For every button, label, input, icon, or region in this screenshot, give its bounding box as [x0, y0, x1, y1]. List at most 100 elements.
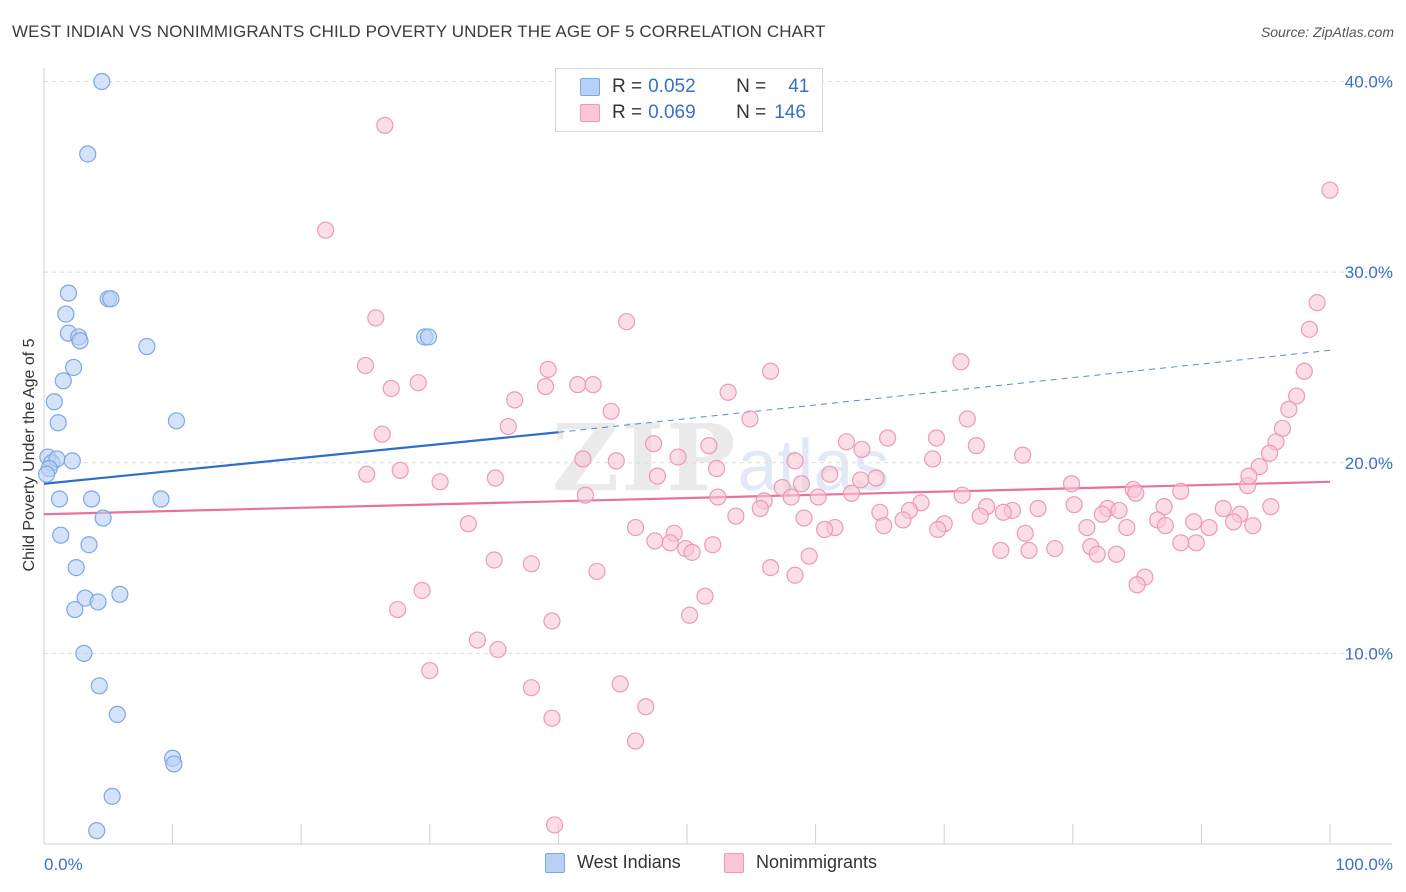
west-indians-point: [57, 305, 75, 323]
nonimmigrants-point: [486, 469, 504, 487]
nonimmigrants-point: [994, 503, 1012, 521]
y-tick-label: 30.0%: [1345, 263, 1393, 282]
r-value: 0.052: [648, 76, 696, 97]
nonimmigrants-point: [929, 520, 947, 539]
nonimmigrants-point: [1020, 541, 1038, 560]
nonimmigrants-point: [741, 410, 759, 428]
nonimmigrants-point: [1244, 517, 1262, 535]
legend-row-west-indians: R = 0.052 N = 41: [580, 75, 809, 99]
nonimmigrants-point: [1110, 501, 1128, 520]
data-points: [37, 72, 1339, 840]
west-indians-point: [89, 593, 107, 611]
nonimmigrants-point: [543, 709, 561, 727]
west-indians-point: [59, 284, 78, 302]
nonimmigrants-point: [809, 488, 827, 506]
nonimmigrants-point: [626, 732, 645, 750]
west-indians-point: [93, 72, 111, 91]
nonimmigrants-point: [485, 551, 503, 569]
west-indians-swatch: [580, 78, 600, 96]
nonimmigrants-point: [382, 379, 400, 398]
nonimmigrants-point: [1240, 467, 1258, 485]
nonimmigrants-point: [373, 425, 391, 443]
legend-label: Nonimmigrants: [756, 852, 878, 872]
west-indians-point: [152, 490, 170, 508]
nonimmigrants-point: [992, 541, 1010, 560]
nonimmigrants-point: [588, 562, 606, 581]
nonimmigrants-point: [782, 488, 800, 506]
nonimmigrants-point: [637, 698, 655, 716]
nonimmigrants-point: [626, 518, 645, 537]
west-indians-point: [71, 332, 89, 350]
west-indians-point: [66, 600, 84, 619]
nonimmigrants-point: [853, 440, 871, 459]
nonimmigrants-point: [1128, 576, 1146, 594]
west-indians-point: [50, 490, 69, 508]
legend-item-west-indians[interactable]: West Indians: [545, 852, 681, 873]
nonimmigrants-point: [821, 465, 839, 483]
nonimmigrants-point: [644, 435, 663, 453]
legend-label: West Indians: [577, 852, 681, 872]
nonimmigrants-point: [661, 534, 679, 552]
nonimmigrants-trend-line: [43, 480, 1331, 516]
west-indians-point: [64, 358, 83, 377]
west-indians-point: [37, 465, 56, 483]
nonimmigrants-point: [569, 376, 587, 394]
west-indians-point: [52, 526, 70, 544]
nonimmigrants-point: [1185, 513, 1203, 531]
nonimmigrants-point: [1093, 505, 1111, 523]
nonimmigrants-point: [506, 391, 524, 409]
nonimmigrants-point: [727, 507, 745, 525]
legend-row-nonimmigrants: R = 0.069 N = 146: [580, 101, 806, 125]
nonimmigrants-point: [1156, 517, 1174, 535]
nonimmigrants-point: [786, 452, 804, 470]
nonimmigrants-swatch: [724, 852, 744, 873]
nonimmigrants-point: [1062, 475, 1081, 493]
nonimmigrants-point: [707, 459, 726, 478]
nonimmigrants-point: [1214, 499, 1232, 518]
nonimmigrants-point: [867, 469, 885, 487]
nonimmigrants-point: [719, 383, 737, 401]
nonimmigrants-point: [1300, 320, 1319, 338]
r-value: 0.069: [648, 102, 696, 123]
n-label: N =: [736, 102, 767, 123]
nonimmigrants-point: [489, 640, 507, 659]
series-legend: West Indians Nonimmigrants: [0, 852, 1406, 878]
nonimmigrants-point: [648, 467, 667, 485]
tick-labels: 10.0% 20.0% 30.0% 40.0% 0.0% 100.0%: [44, 73, 1393, 874]
nonimmigrants-point: [1280, 400, 1298, 418]
nonimmigrants-point: [953, 486, 971, 504]
legend-item-nonimmigrants[interactable]: Nonimmigrants: [724, 852, 877, 873]
nonimmigrants-point: [431, 473, 449, 491]
nonimmigrants-point: [792, 475, 811, 493]
nonimmigrants-point: [879, 429, 897, 447]
nonimmigrants-point: [1127, 484, 1145, 502]
west-indians-point: [103, 787, 121, 805]
west-indians-point: [167, 412, 186, 430]
stats-legend: R = 0.052 N = 41 R = 0.069 N = 146: [555, 68, 823, 132]
nonimmigrants-point: [894, 511, 912, 529]
west-indians-point: [80, 536, 98, 554]
nonimmigrants-point: [499, 417, 517, 436]
nonimmigrants-point: [1287, 387, 1306, 405]
nonimmigrants-point: [816, 520, 834, 539]
west-indians-point: [49, 414, 67, 432]
nonimmigrants-point: [761, 362, 780, 380]
nonimmigrants-point: [1078, 518, 1096, 537]
west-indians-point: [63, 452, 81, 470]
west-indians-point: [94, 509, 112, 527]
nonimmigrants-point: [761, 559, 780, 577]
nonimmigrants-point: [1295, 362, 1313, 380]
nonimmigrants-point: [1016, 524, 1034, 542]
west-indians-point: [111, 585, 129, 603]
trend-lines: [43, 349, 1331, 516]
nonimmigrants-point: [843, 484, 861, 502]
nonimmigrants-point: [317, 221, 335, 239]
nonimmigrants-point: [786, 566, 804, 584]
nonimmigrants-point: [536, 377, 555, 396]
west-indians-point: [108, 705, 126, 723]
nonimmigrants-point: [1065, 496, 1083, 514]
nonimmigrants-point: [389, 600, 407, 619]
nonimmigrants-point: [1187, 534, 1205, 552]
nonimmigrants-point: [958, 410, 976, 428]
